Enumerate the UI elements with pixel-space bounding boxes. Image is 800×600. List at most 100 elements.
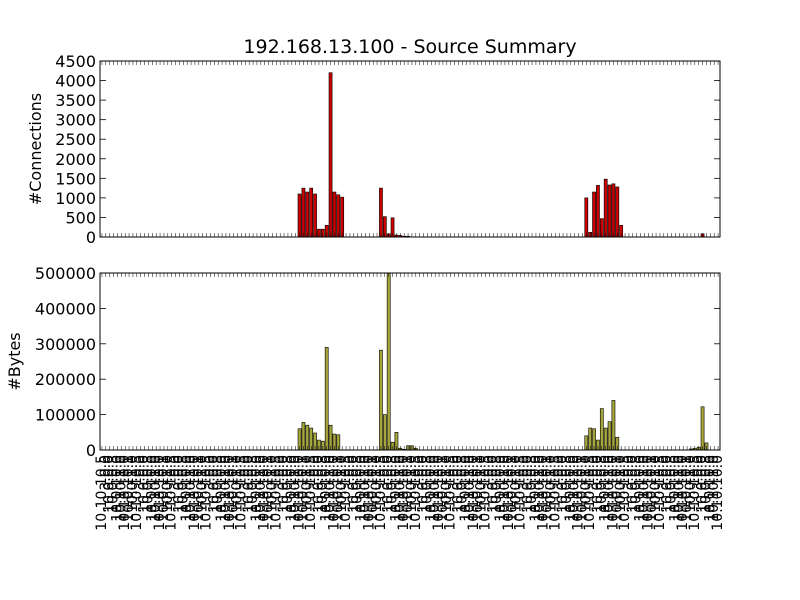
x-tick-label: 10.0.1.0 xyxy=(439,455,455,513)
bytes-plot-frame xyxy=(99,272,721,451)
connections-y-tick-label: 0 xyxy=(86,228,96,247)
x-tick-label: 10.0.0.0 xyxy=(206,455,222,513)
connections-bar xyxy=(301,187,306,238)
connections-y-tick-label: 4500 xyxy=(55,52,96,71)
chart-title: 192.168.13.100 - Source Summary xyxy=(243,36,576,58)
x-tick-label: 10.10.1.0 xyxy=(148,455,164,522)
x-tick-label: 10.0.1.0 xyxy=(334,455,350,513)
x-tick-label: 10.0.0.8 xyxy=(524,455,540,513)
x-tick-label: 3.0.0 xyxy=(133,455,149,491)
x-tick-label: 10.0.10.1 xyxy=(505,455,521,522)
connections-y-tick-label: 1500 xyxy=(55,169,96,188)
x-tick-label: 10.10.10.5 xyxy=(408,455,424,531)
bytes-bar xyxy=(700,406,705,451)
x-tick-label: 10.0.10.1 xyxy=(191,455,207,522)
x-tick-label: 10.10.10.5 xyxy=(268,455,284,531)
x-tick-label: 10.0.1.0 xyxy=(125,455,141,513)
x-tick-label: 10.10.10.5 xyxy=(129,455,145,531)
x-tick-label: 10.0.0.8 xyxy=(419,455,435,513)
x-tick-label: 10.0.0.0 xyxy=(520,455,536,513)
x-tick-label: 10.10.10.5 xyxy=(443,455,459,531)
x-tick-label: 10.0.0.8 xyxy=(629,455,645,513)
connections-bar xyxy=(336,194,341,238)
x-tick-label: 10.0.10.1 xyxy=(609,455,625,522)
x-tick-label: 10.0.0.8 xyxy=(489,455,505,513)
x-tick-label: 10.0.10.1 xyxy=(540,455,556,522)
connections-bar xyxy=(607,184,612,238)
x-tick-label: 10.10.10.5 xyxy=(617,455,633,531)
x-tick-label: 10.0.10.0 xyxy=(354,455,370,522)
x-tick-label: 3.0.0 xyxy=(691,455,707,491)
x-tick-label: 3.0.0 xyxy=(516,455,532,491)
x-tick-label: 10.10.1.0 xyxy=(427,455,443,522)
x-tick-label: 10.10.10.5 xyxy=(233,455,249,531)
connections-bar xyxy=(328,72,333,238)
x-tick-label: 10.0.0.8 xyxy=(280,455,296,513)
bytes-bar xyxy=(324,347,329,451)
x-tick-label: 10.0.10.0 xyxy=(109,455,125,522)
x-tick-label: 10.10.10.5 xyxy=(652,455,668,531)
x-tick-label: 10.0.10.0 xyxy=(423,455,439,522)
x-tick-label: 10.0.10.0 xyxy=(458,455,474,522)
bytes-bar xyxy=(599,408,604,451)
x-tick-label: 10.10.10.5 xyxy=(164,455,180,531)
x-tick-label: 10.0.1.0 xyxy=(264,455,280,513)
connections-bar xyxy=(340,196,345,238)
x-tick-labels: 10.10.10.53.0.010.0.0.010.0.0.810.0.10.0… xyxy=(94,455,726,531)
x-tick-label: 10.0.10.1 xyxy=(156,455,172,522)
x-tick-label: 10.10.10.0 xyxy=(152,455,168,531)
x-tick-label: 10.0.0.0 xyxy=(276,455,292,513)
x-tick-label: 10.10.1.0 xyxy=(567,455,583,522)
connections-bar xyxy=(596,185,600,238)
x-tick-label: 10.10.1.0 xyxy=(706,455,722,522)
x-tick-label: 10.10.10.0 xyxy=(117,455,133,531)
connections-bar xyxy=(611,183,616,238)
x-tick-label: 3.0.0 xyxy=(412,455,428,491)
x-tick-label: 10.0.0.8 xyxy=(385,455,401,513)
x-tick-label: 10.0.10.1 xyxy=(679,455,695,522)
connections-bar xyxy=(615,186,620,238)
bytes-bar xyxy=(607,421,612,451)
x-tick-label: 10.10.10.0 xyxy=(466,455,482,531)
x-tick-label: 10.10.10.0 xyxy=(605,455,621,531)
x-tick-label: 10.10.1.0 xyxy=(357,455,373,522)
x-tick-label: 10.10.1.0 xyxy=(392,455,408,522)
x-tick-label: 10.0.10.1 xyxy=(470,455,486,522)
x-tick-label: 10.10.10.5 xyxy=(94,455,110,531)
x-tick-label: 10.0.1.0 xyxy=(160,455,176,513)
connections-y-tick-label: 2500 xyxy=(55,130,96,149)
x-tick-label: 10.0.0.8 xyxy=(594,455,610,513)
x-tick-label: 10.0.10.1 xyxy=(365,455,381,522)
x-tick-label: 10.0.0.0 xyxy=(450,455,466,513)
x-tick-label: 10.0.0.0 xyxy=(555,455,571,513)
x-tick-label: 10.10.10.5 xyxy=(303,455,319,531)
bytes-y-tick-label: 200000 xyxy=(35,370,96,389)
x-tick-label: 10.0.10.0 xyxy=(179,455,195,522)
x-tick-label: 10.10.10.5 xyxy=(512,455,528,531)
x-tick-label: 3.0.0 xyxy=(272,455,288,491)
x-tick-label: 10.0.0.8 xyxy=(559,455,575,513)
x-tick-label: 3.0.0 xyxy=(447,455,463,491)
x-tick-label: 10.10.1.0 xyxy=(636,455,652,522)
x-tick-label: 10.0.10.0 xyxy=(214,455,230,522)
x-tick-label: 10.10.10.0 xyxy=(675,455,691,531)
x-tick-label: 3.0.0 xyxy=(237,455,253,491)
connections-bar xyxy=(309,187,314,238)
bytes-bar xyxy=(386,272,391,451)
bytes-y-tick-label: 400000 xyxy=(35,299,96,318)
connections-bar xyxy=(297,193,302,238)
connections-y-axis-label: #Connections xyxy=(26,93,45,205)
x-tick-label: 10.10.10.0 xyxy=(187,455,203,531)
x-tick-label: 10.0.10.1 xyxy=(226,455,242,522)
connections-y-tick-label: 1000 xyxy=(55,189,96,208)
x-tick-label: 10.0.10.1 xyxy=(295,455,311,522)
bytes-y-tick-label: 100000 xyxy=(35,406,96,425)
x-tick-label: 3.0.0 xyxy=(168,455,184,491)
x-tick-label: 10.0.0.8 xyxy=(106,455,122,513)
x-tick-label: 10.0.10.1 xyxy=(400,455,416,522)
x-tick-label: 10.10.1.0 xyxy=(288,455,304,522)
x-tick-label: 10.0.0.8 xyxy=(350,455,366,513)
x-tick-label: 10.0.0.8 xyxy=(140,455,156,513)
x-tick-label: 10.10.1.0 xyxy=(183,455,199,522)
